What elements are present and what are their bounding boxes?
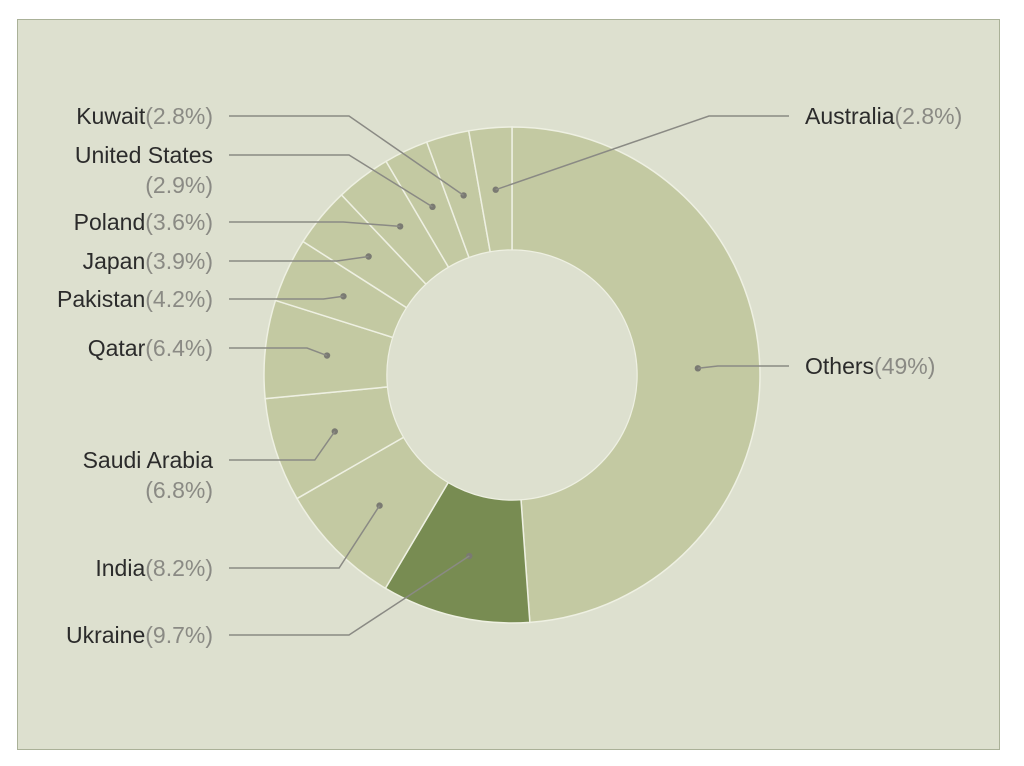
label-australia: Australia(2.8%)	[805, 103, 962, 129]
label-percent: (8.2%)	[145, 555, 213, 581]
label-name: Australia	[805, 103, 895, 129]
label-percent: (2.9%)	[145, 172, 213, 198]
label-percent: (2.8%)	[145, 103, 213, 129]
leader-qatar	[229, 347, 328, 357]
leader-others	[697, 365, 789, 370]
label-name: United States	[75, 142, 213, 168]
label-qatar: Qatar(6.4%)	[88, 335, 213, 361]
label-india: India(8.2%)	[95, 555, 213, 581]
slices	[263, 126, 761, 624]
label-percent: (9.7%)	[145, 622, 213, 648]
label-percent: (3.9%)	[145, 248, 213, 274]
label-name: Japan	[83, 248, 146, 274]
leader-lines	[229, 115, 789, 636]
label-kuwait: Kuwait(2.8%)	[76, 103, 213, 129]
label-name: Kuwait	[76, 103, 146, 129]
label-name: Saudi Arabia	[83, 447, 214, 473]
leader-pakistan	[229, 295, 344, 300]
slice-australia	[467, 126, 513, 253]
label-japan: Japan(3.9%)	[83, 248, 213, 274]
label-name: Poland	[74, 209, 146, 235]
label-ukraine: Ukraine(9.7%)	[66, 622, 213, 648]
label-name: Qatar	[88, 335, 146, 361]
leader-japan	[229, 255, 369, 262]
label-percent: (2.8%)	[894, 103, 962, 129]
leader-poland	[229, 221, 401, 228]
leader-kuwait	[229, 115, 465, 197]
leader-india	[229, 505, 381, 569]
label-saudi-arabia: Saudi Arabia (6.8%)	[83, 447, 214, 503]
label-poland: Poland(3.6%)	[74, 209, 213, 235]
label-percent: (4.2%)	[145, 286, 213, 312]
label-others: Others(49%)	[805, 353, 935, 379]
label-name: Others	[805, 353, 874, 379]
label-percent: (3.6%)	[145, 209, 213, 235]
slice-others	[511, 126, 761, 624]
label-percent: (6.4%)	[145, 335, 213, 361]
label-united-states: United States (2.9%)	[75, 142, 213, 198]
label-percent: (49%)	[874, 353, 935, 379]
leader-saudi-arabia	[229, 431, 336, 461]
label-pakistan: Pakistan(4.2%)	[57, 286, 213, 312]
label-name: Pakistan	[57, 286, 145, 312]
donut-hole	[387, 250, 637, 500]
leader-ukraine	[229, 555, 470, 636]
leader-united-states	[229, 154, 433, 208]
label-percent: (6.8%)	[145, 477, 213, 503]
labels: Others(49%) Ukraine(9.7%) India(8.2%) Saudi…	[57, 103, 962, 648]
leader-australia	[495, 115, 789, 191]
label-name: India	[95, 555, 145, 581]
label-name: Ukraine	[66, 622, 145, 648]
